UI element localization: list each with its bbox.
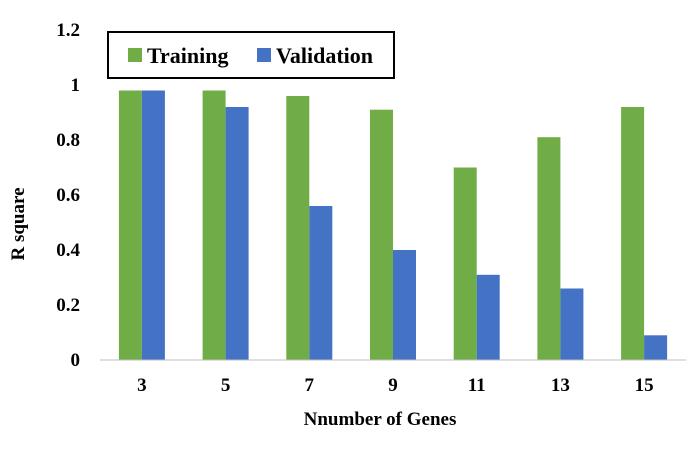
bar-validation-5 [225,107,249,360]
y-tick-label: 0.8 [56,130,80,151]
bar-training-11 [453,167,477,360]
bar-training-15 [621,107,645,360]
bar-validation-13 [560,288,584,360]
x-tick-label: 9 [388,375,398,396]
y-tick-label: 0.4 [56,240,80,261]
x-tick-label: 11 [468,375,486,396]
bar-validation-3 [141,90,165,360]
x-tick-label: 5 [221,375,231,396]
y-axis-title: R square [8,187,29,260]
x-tick-label: 13 [551,375,570,396]
legend-swatch-training [128,48,142,62]
bar-training-7 [286,96,310,360]
x-tick-label: 3 [137,375,147,396]
y-tick-label: 1.2 [56,20,80,41]
legend-label-validation: Validation [276,43,373,68]
bar-validation-7 [309,206,333,360]
bar-training-3 [118,90,142,360]
legend-swatch-validation [257,48,271,62]
y-tick-label: 0.2 [56,295,80,316]
x-tick-label: 15 [635,375,654,396]
bars-group [118,90,668,361]
legend: Training Validation [107,31,395,79]
legend-label-training: Training [147,43,229,68]
y-axis-ticks: 0 0.2 0.4 0.6 0.8 1 1.2 [56,20,80,371]
bar-training-13 [537,137,561,360]
bar-validation-15 [644,335,668,361]
y-tick-label: 1 [71,75,81,96]
y-tick-label: 0 [71,350,81,371]
bar-validation-11 [476,274,500,361]
bar-training-9 [370,109,393,360]
legend-box [107,31,395,79]
x-axis-title: Nnumber of Genes [304,409,457,430]
y-tick-label: 0.6 [56,185,80,206]
x-axis-ticks: 3 5 7 9 11 13 15 [137,375,653,396]
bar-training-5 [202,90,226,360]
bar-validation-9 [393,250,416,360]
x-tick-label: 7 [305,375,315,396]
